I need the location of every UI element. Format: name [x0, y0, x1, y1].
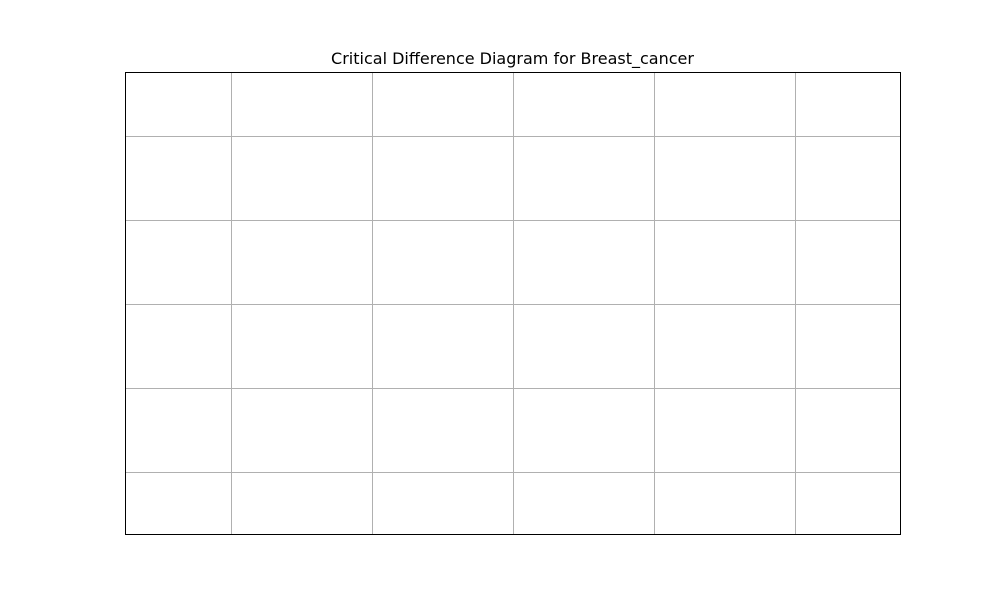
plot-area	[125, 72, 901, 535]
plot-frame	[125, 72, 901, 535]
grid-layer	[125, 72, 901, 535]
chart-title: Critical Difference Diagram for Breast_c…	[331, 49, 694, 69]
